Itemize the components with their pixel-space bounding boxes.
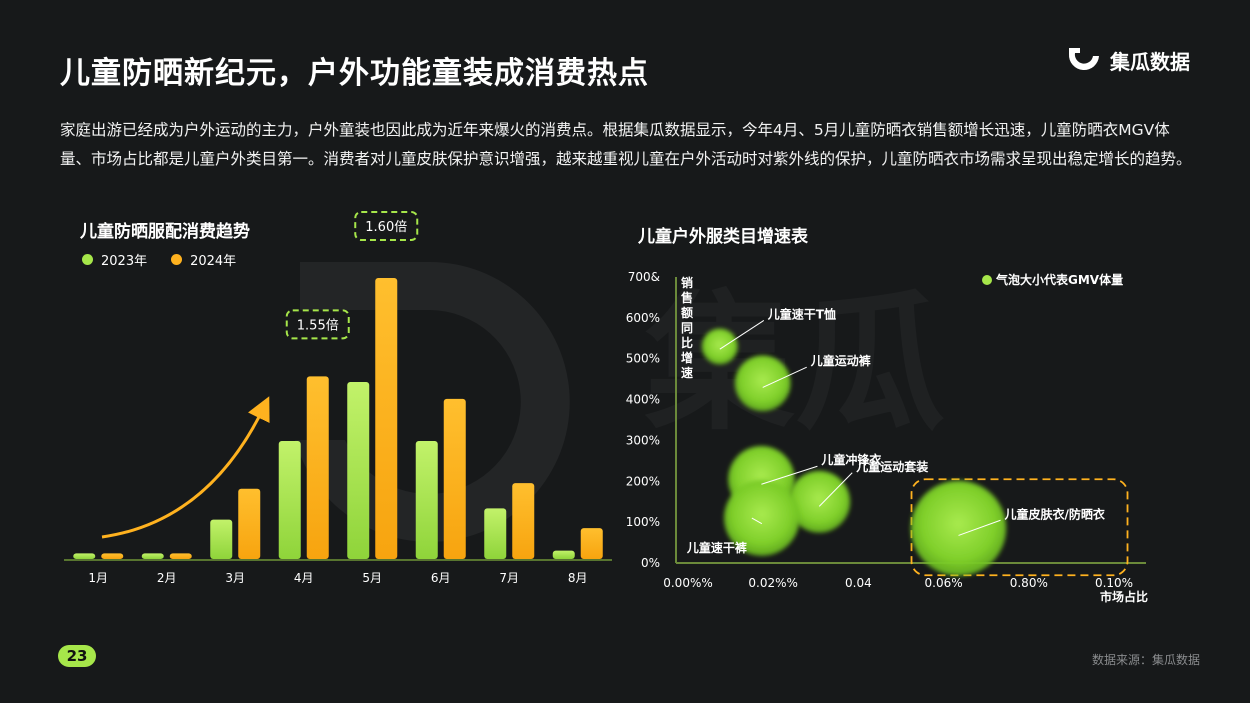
- x-tick-label: 6月: [431, 571, 451, 585]
- bubble-chart-title: 儿童户外服类目增速表: [638, 227, 808, 247]
- x-tick-label: 2月: [157, 571, 177, 585]
- leader-line: [818, 472, 853, 507]
- bar-2023: [73, 553, 96, 559]
- bubble-label: 儿童运动裤: [810, 353, 871, 368]
- legend-item-2024: 2024年: [171, 250, 236, 269]
- bar-2023: [278, 440, 301, 559]
- bar-2023: [484, 508, 507, 559]
- growth-callout-label: 1.60倍: [365, 220, 407, 235]
- x-tick-label: 7月: [499, 571, 519, 585]
- x-tick-label: 4月: [294, 571, 314, 585]
- bubble-label: 儿童冲锋衣: [820, 452, 881, 467]
- x-tick-label: 0.06%: [925, 576, 963, 590]
- legend-dot-orange: [171, 254, 183, 265]
- y-tick-label: 200%: [626, 474, 660, 488]
- bubble-label: 儿童速干裤: [686, 540, 747, 555]
- bar-2024: [443, 398, 466, 559]
- bar-chart-legend: 2023年 2024年: [82, 250, 236, 269]
- bar-2024: [306, 376, 329, 559]
- bar-2024: [512, 483, 535, 559]
- page-title: 儿童防晒新纪元，户外功能童装成消费热点: [60, 56, 649, 91]
- brand-logo: 集瓜数据: [1066, 44, 1190, 76]
- x-tick-label: 3月: [225, 571, 245, 585]
- x-tick-label: 0.02%%: [748, 576, 798, 590]
- growth-callout-box: [285, 309, 350, 340]
- bubble: [701, 328, 738, 365]
- data-source: 数据来源：集瓜数据: [1091, 653, 1200, 667]
- bar-2024: [375, 278, 398, 559]
- x-tick-label: 0.10%: [1095, 576, 1133, 590]
- bubble-legend-dot: [982, 275, 992, 285]
- watermark-text: 集瓜: [644, 277, 945, 451]
- x-tick-label: 5月: [362, 571, 382, 585]
- x-tick-label: 0.04: [845, 576, 872, 590]
- bubble-label: 儿童皮肤衣/防晒衣: [1004, 506, 1105, 521]
- y-tick-label: 100%: [626, 515, 660, 529]
- growth-callout-box: [354, 211, 419, 241]
- bar-chart: 1月 2月 3月 4月 5月 6月 7月 8月 1.55倍 1.60倍: [64, 211, 612, 585]
- bubble-legend-label: 气泡大小代表GMV体量: [995, 272, 1123, 287]
- y-tick-label: 700&: [628, 270, 660, 284]
- brand-logo-icon: [1068, 48, 1099, 71]
- leader-line: [719, 320, 765, 350]
- legend-label-2023: 2023年: [101, 254, 148, 269]
- bar-chart-title: 儿童防晒服配消费趋势: [80, 222, 250, 242]
- y-tick-label: 500%: [626, 352, 660, 366]
- bar-2023: [415, 440, 438, 559]
- legend-dot-green: [82, 254, 93, 265]
- legend-item-2023: 2023年: [82, 250, 147, 269]
- bar-2024: [169, 553, 192, 559]
- y-tick-label: 600%: [626, 311, 660, 325]
- bubble: [788, 470, 851, 533]
- leader-line: [958, 519, 1001, 536]
- x-tick-label: 0.80%: [1010, 576, 1048, 590]
- growth-callout-label: 1.55倍: [297, 318, 339, 333]
- x-tick-label: 1月: [88, 571, 108, 585]
- bar-2024: [238, 488, 261, 559]
- highlight-box: [910, 478, 1129, 577]
- bubble: [734, 355, 791, 412]
- x-tick-label: 8月: [568, 571, 588, 585]
- bubble: [910, 480, 1007, 576]
- bar-2024: [580, 528, 603, 559]
- bubble-label: 儿童速干T恤: [767, 306, 836, 321]
- bar-2023: [141, 553, 164, 559]
- trend-arrow: [101, 396, 270, 539]
- y-tick-label: 400%: [626, 393, 660, 407]
- bar-2023: [210, 519, 233, 559]
- bubble: [724, 480, 800, 556]
- intro-paragraph: 家庭出游已经成为户外运动的主力，户外童装也因此成为近年来爆火的消费点。根据集瓜数…: [60, 121, 1192, 168]
- leader-line: [751, 517, 763, 525]
- bar-2024: [101, 553, 124, 559]
- x-axis-label: 市场占比: [1100, 589, 1148, 604]
- y-tick-label: 300%: [626, 433, 660, 447]
- bar-2023: [552, 550, 575, 559]
- leader-line: [761, 465, 818, 485]
- leader-line: [762, 366, 807, 388]
- y-tick-label: 0%: [641, 556, 660, 570]
- bar-2023: [347, 381, 370, 559]
- x-tick-label: 0.00%%: [663, 576, 713, 590]
- y-axis-label: 销售额同比增速: [681, 275, 693, 380]
- page-number-badge: 23: [58, 645, 96, 667]
- legend-label-2024: 2024年: [190, 254, 237, 269]
- bubble-label: 儿童运动套装: [855, 459, 928, 474]
- brand-name: 集瓜数据: [1110, 49, 1190, 74]
